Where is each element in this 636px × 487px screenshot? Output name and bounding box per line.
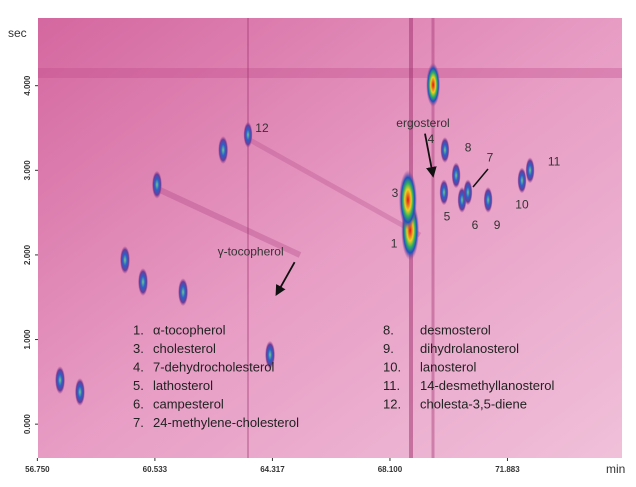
peak xyxy=(483,186,493,213)
legend-name: cholesta-3,5-diene xyxy=(420,396,527,411)
legend-number: 6. xyxy=(133,396,144,411)
y-tick-label: 2.000 xyxy=(23,244,32,265)
legend-number: 1. xyxy=(133,322,144,337)
peak xyxy=(451,162,461,189)
y-tick-label: 0.000 xyxy=(23,414,32,435)
legend-number: 8. xyxy=(383,322,394,337)
x-tick-label: 64.317 xyxy=(260,465,285,474)
peak xyxy=(525,157,535,184)
y-tick-label: 4.000 xyxy=(23,75,32,96)
peak-label: 4 xyxy=(428,132,435,146)
legend-name: lathosterol xyxy=(153,378,213,393)
peak xyxy=(517,167,527,194)
x-tick-label: 71.883 xyxy=(495,465,520,474)
spot xyxy=(151,170,162,199)
y-tick-label: 1.000 xyxy=(23,329,32,350)
annotation-arrow xyxy=(275,261,296,297)
peak-label: 11 xyxy=(548,154,561,168)
peak-label: 8 xyxy=(465,141,472,155)
legend-name: dihydrolanosterol xyxy=(420,341,519,356)
peak-label: 6 xyxy=(472,218,479,232)
spot xyxy=(74,378,85,406)
peak-label: 3 xyxy=(392,186,399,200)
legend-name: cholesterol xyxy=(153,341,216,356)
legend-number: 5. xyxy=(133,378,144,393)
peaks xyxy=(55,62,535,406)
spot xyxy=(265,340,276,369)
peak-label: 1 xyxy=(391,237,398,251)
spot xyxy=(119,246,130,274)
legend-number: 4. xyxy=(133,359,144,374)
spot xyxy=(426,62,441,107)
peak xyxy=(439,179,449,206)
peak xyxy=(440,137,450,163)
legend-name: 24-methylene-cholesterol xyxy=(153,415,299,430)
spot xyxy=(218,136,229,164)
spot xyxy=(178,278,189,307)
legend-name: 14-desmethyllanosterol xyxy=(420,378,555,393)
peak xyxy=(463,179,473,206)
legend-number: 9. xyxy=(383,341,394,356)
spot xyxy=(55,366,66,395)
legend-number: 11. xyxy=(383,378,400,393)
peak-label: 5 xyxy=(444,209,451,223)
annotation-arrow xyxy=(424,133,437,178)
annotation: γ-tocopherol xyxy=(218,244,284,258)
y-tick-label: 3.000 xyxy=(23,160,32,181)
y-axis-label: sec xyxy=(8,26,27,40)
legend-name: α-tocopherol xyxy=(153,322,226,337)
x-tick-label: 68.100 xyxy=(378,465,403,474)
annotation-line xyxy=(472,168,489,188)
peak-label: 9 xyxy=(494,218,501,232)
legend-number: 3. xyxy=(133,341,144,356)
peak xyxy=(243,121,253,148)
peak xyxy=(398,169,417,230)
peak-label: 10 xyxy=(515,198,529,212)
legend-name: desmosterol xyxy=(420,322,491,337)
plot-background xyxy=(38,18,622,458)
x-axis-label: min xyxy=(606,462,625,476)
spot xyxy=(137,268,148,296)
legend-number: 12. xyxy=(383,396,401,411)
x-tick-label: 60.533 xyxy=(143,465,168,474)
annotation: ergosterol xyxy=(396,116,449,130)
peak-label: 7 xyxy=(487,150,494,164)
legend-number: 10. xyxy=(383,359,401,374)
x-tick-label: 56.750 xyxy=(25,465,50,474)
peak-label: 12 xyxy=(255,121,269,135)
legend-name: 7-dehydrocholesterol xyxy=(153,359,275,374)
legend-number: 7. xyxy=(133,415,144,430)
legend-name: campesterol xyxy=(153,396,224,411)
legend-name: lanosterol xyxy=(420,359,476,374)
